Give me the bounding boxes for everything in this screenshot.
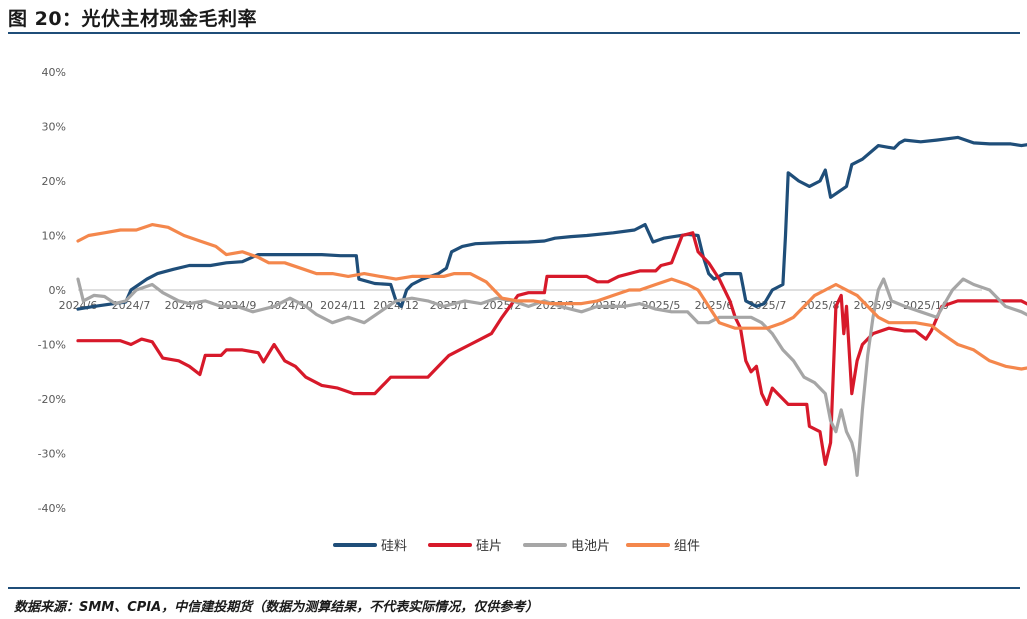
y-tick-label: -10% (38, 339, 66, 352)
x-tick-label: 2025/6 (695, 299, 734, 312)
legend-label: 硅片 (476, 539, 502, 554)
x-tick-label: 2025/7 (748, 299, 787, 312)
series-line-3 (76, 277, 1027, 477)
series-line-4 (76, 223, 1027, 371)
y-tick-label: 10% (42, 230, 66, 243)
legend-label: 硅料 (381, 539, 407, 554)
y-tick-label: 40% (42, 66, 66, 79)
legend: 硅料 硅片 电池片 组件 (333, 539, 700, 554)
y-tick-label: 0% (49, 284, 66, 297)
series-line-1 (76, 135, 1027, 311)
figure-source: 数据来源：SMM、CPIA，中信建投期货（数据为测算结果，不代表实际情况，仅供参… (14, 600, 539, 615)
y-tick-label: -40% (38, 502, 66, 515)
y-tick-label: -30% (38, 448, 66, 461)
y-axis: 40% 30% 20% 10% 0% -10% -20% -30% -40% (38, 66, 66, 515)
y-tick-label: 20% (42, 175, 66, 188)
legend-label: 电池片 (571, 539, 610, 554)
x-tick-label: 2024/10 (267, 299, 313, 312)
x-tick-label: 2025/8 (801, 299, 840, 312)
source-divider (8, 587, 1020, 589)
title-divider (8, 32, 1020, 34)
legend-label: 组件 (674, 539, 700, 554)
x-tick-label: 2024/11 (320, 299, 366, 312)
series-line-2 (76, 231, 1027, 466)
y-tick-label: 30% (42, 121, 66, 134)
x-tick-label: 2024/7 (112, 299, 151, 312)
series-lines (76, 135, 1027, 477)
figure-title: 图 20：光伏主材现金毛利率 (8, 8, 258, 30)
y-tick-label: -20% (38, 393, 66, 406)
